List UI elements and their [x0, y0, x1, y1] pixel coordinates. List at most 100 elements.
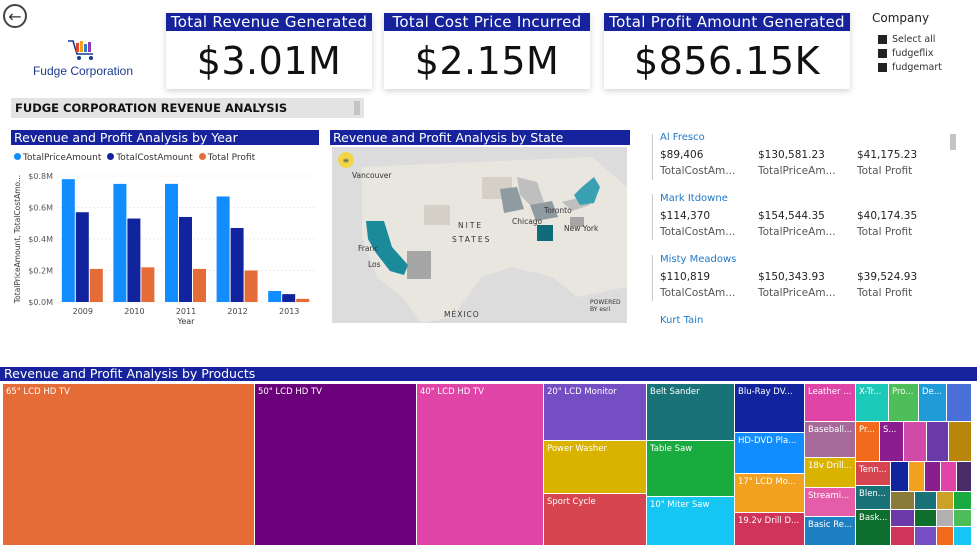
- treemap-cell[interactable]: [904, 422, 927, 462]
- treemap-cell[interactable]: Power Washer: [544, 441, 647, 494]
- treemap-cell[interactable]: 10" Miter Saw: [647, 497, 735, 546]
- map-label: Toronto: [544, 206, 572, 215]
- treemap-cell[interactable]: 19.2v Drill D...: [735, 513, 805, 546]
- customer-name: Misty Meadows: [660, 254, 737, 265]
- customer-card[interactable]: Kurt Tain: [660, 315, 960, 326]
- x-tick-label: 2011: [176, 307, 196, 316]
- treemap-cell[interactable]: [937, 527, 954, 546]
- treemap-cell[interactable]: 50" LCD HD TV: [255, 384, 417, 546]
- checkbox[interactable]: [878, 62, 887, 72]
- treemap-cell[interactable]: Leather ...: [805, 384, 856, 422]
- y-tick-label: $0.6M: [28, 204, 53, 213]
- company-logo: Fudge Corporation: [28, 38, 138, 83]
- treemap-cell[interactable]: 65" LCD HD TV: [3, 384, 255, 546]
- treemap-cell[interactable]: HD-DVD Pla...: [735, 433, 805, 474]
- kpi-card-revenue: Total Revenue Generated $3.01M: [166, 13, 372, 89]
- treemap-cell[interactable]: [891, 492, 915, 510]
- bar-totalcostamount: [179, 216, 192, 302]
- bar-totalcostamount: [127, 218, 141, 302]
- treemap-cell[interactable]: 20" LCD Monitor: [544, 384, 647, 441]
- treemap-cell[interactable]: Blen...: [856, 486, 891, 510]
- treemap-cell[interactable]: 17" LCD Mo...: [735, 474, 805, 513]
- treemap-cell[interactable]: [949, 422, 972, 462]
- treemap-cell[interactable]: Belt Sander: [647, 384, 735, 441]
- treemap-cell[interactable]: [947, 384, 972, 422]
- kpi-title: Total Revenue Generated: [166, 13, 372, 31]
- map-label: Los: [368, 260, 381, 269]
- bar-totalcostamount: [230, 227, 244, 302]
- map-label: MÉXICO: [444, 310, 480, 319]
- esri-attribution: POWERED BY esri: [590, 299, 621, 313]
- year-bar-chart: $0.0M $0.2M $0.4M $0.6M $0.8M TotalPriceAmoun…: [13, 172, 315, 326]
- checkbox[interactable]: [878, 48, 887, 58]
- customer-card[interactable]: Al Fresco: [660, 132, 960, 143]
- y-tick-label: $0.0M: [28, 298, 53, 307]
- treemap-cell[interactable]: Table Saw: [647, 441, 735, 497]
- map-graphic: ≡: [332, 147, 627, 323]
- legend-item[interactable]: TotalCostAmount: [107, 153, 193, 163]
- treemap-cell[interactable]: [909, 462, 925, 492]
- treemap-cell[interactable]: [957, 462, 972, 492]
- treemap-cell[interactable]: [927, 422, 949, 462]
- customer-name: Mark Itdowne: [660, 193, 728, 204]
- treemap-cell[interactable]: Streami...: [805, 488, 856, 517]
- cards-scrollbar[interactable]: [950, 134, 956, 150]
- treemap-cell[interactable]: Basic Re...: [805, 517, 856, 546]
- customer-name: Kurt Tain: [660, 315, 704, 326]
- treemap-cell[interactable]: [954, 527, 972, 546]
- year-chart-legend: TotalPriceAmount TotalCostAmount Total P…: [14, 153, 255, 163]
- x-tick-label: 2012: [227, 307, 247, 316]
- banner-text: FUDGE CORPORATION REVENUE ANALYSIS: [15, 101, 288, 115]
- state-map[interactable]: ≡ Vancouver NITE STATES Chicago Toronto …: [332, 147, 627, 323]
- treemap-cell[interactable]: [937, 492, 954, 510]
- treemap-cell[interactable]: Pro...: [889, 384, 919, 422]
- treemap-cell[interactable]: De...: [919, 384, 947, 422]
- treemap-cell[interactable]: Pr...: [856, 422, 880, 462]
- treemap-cell[interactable]: [937, 510, 954, 527]
- logo-text: Fudge Corporation: [32, 64, 134, 78]
- treemap-cell[interactable]: X-Tr...: [856, 384, 889, 422]
- treemap-cell[interactable]: Tenn...: [856, 462, 891, 486]
- legend-item[interactable]: TotalPriceAmount: [14, 153, 101, 163]
- slicer-option-select-all[interactable]: Select all: [878, 32, 972, 46]
- bar-totalpriceamount: [61, 179, 75, 302]
- treemap-cell[interactable]: [954, 510, 972, 527]
- slicer-option-fudgeflix[interactable]: fudgeflix: [878, 46, 972, 60]
- customer-cards: Al Fresco $89,406 $130,581.23 $41,175.23…: [652, 128, 962, 328]
- x-tick-label: 2010: [124, 307, 144, 316]
- y-tick-label: $0.8M: [28, 172, 53, 181]
- treemap-cell[interactable]: [941, 462, 957, 492]
- map-title: Revenue and Profit Analysis by State: [330, 130, 630, 145]
- product-treemap[interactable]: 65" LCD HD TV 50" LCD HD TV 40" LCD HD T…: [3, 384, 972, 546]
- arrow-left-circle-icon: ←: [8, 6, 22, 26]
- map-label: New York: [564, 224, 599, 233]
- svg-text:≡: ≡: [343, 156, 350, 165]
- treemap-cell[interactable]: [925, 462, 941, 492]
- treemap-cell[interactable]: 18v Drill...: [805, 458, 856, 488]
- legend-item[interactable]: Total Profit: [198, 153, 255, 163]
- treemap-cell[interactable]: [915, 510, 937, 527]
- customer-card[interactable]: Mark Itdowne: [660, 193, 960, 204]
- treemap-cell[interactable]: Bask...: [856, 510, 891, 546]
- treemap-cell[interactable]: [915, 492, 937, 510]
- map-label: Franc: [358, 244, 379, 253]
- slicer-option-fudgemart[interactable]: fudgemart: [878, 60, 972, 74]
- bar-totalpriceamount: [216, 196, 230, 302]
- treemap-cell[interactable]: Baseball...: [805, 422, 856, 458]
- treemap-cell[interactable]: S...: [880, 422, 904, 462]
- treemap-cell[interactable]: [891, 462, 909, 492]
- customer-card[interactable]: Misty Meadows: [660, 254, 960, 265]
- bar-total-profit: [89, 268, 103, 302]
- back-button[interactable]: ←: [3, 4, 27, 28]
- checkbox[interactable]: [878, 34, 887, 44]
- y-tick-label: $0.2M: [28, 267, 53, 276]
- kpi-value: $2.15M: [414, 39, 560, 83]
- treemap-cell[interactable]: [891, 510, 915, 527]
- treemap-cell[interactable]: [954, 492, 972, 510]
- treemap-cell[interactable]: [915, 527, 937, 546]
- treemap-cell[interactable]: Sport Cycle: [544, 494, 647, 546]
- treemap-cell[interactable]: 40" LCD HD TV: [417, 384, 544, 546]
- treemap-cell[interactable]: Blu-Ray DV...: [735, 384, 805, 433]
- treemap-cell[interactable]: [891, 527, 915, 546]
- report-banner: FUDGE CORPORATION REVENUE ANALYSIS: [11, 98, 364, 118]
